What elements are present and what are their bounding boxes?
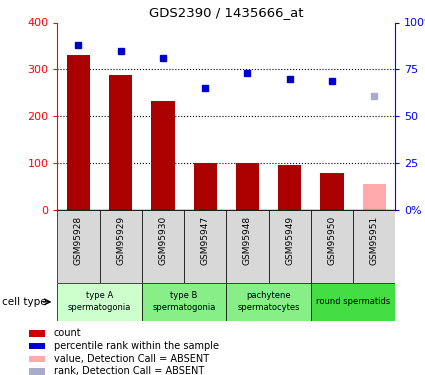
Bar [142, 210, 184, 283]
Text: GSM95951: GSM95951 [370, 216, 379, 265]
Bar [236, 163, 259, 210]
Bar [109, 75, 132, 210]
Text: round spermatids: round spermatids [316, 297, 390, 306]
Text: GSM95950: GSM95950 [327, 216, 337, 265]
Text: GSM95947: GSM95947 [201, 216, 210, 265]
Text: rank, Detection Call = ABSENT: rank, Detection Call = ABSENT [54, 366, 204, 375]
Text: cell type: cell type [2, 297, 47, 307]
Bar [278, 165, 301, 210]
Bar [311, 283, 395, 321]
Title: GDS2390 / 1435666_at: GDS2390 / 1435666_at [149, 6, 303, 18]
Bar [363, 184, 386, 210]
Text: GSM95928: GSM95928 [74, 216, 83, 265]
Bar [320, 173, 343, 210]
Text: type B
spermatogonia: type B spermatogonia [153, 291, 216, 312]
Bar [99, 210, 142, 283]
Bar [57, 283, 142, 321]
Bar [353, 210, 395, 283]
Text: GSM95949: GSM95949 [285, 216, 294, 265]
Bar [57, 210, 99, 283]
Bar [29, 330, 45, 337]
Text: value, Detection Call = ABSENT: value, Detection Call = ABSENT [54, 354, 209, 364]
Text: pachytene
spermatocytes: pachytene spermatocytes [237, 291, 300, 312]
Bar [29, 356, 45, 362]
Bar [193, 163, 217, 210]
Text: GSM95948: GSM95948 [243, 216, 252, 265]
Bar [29, 368, 45, 375]
Text: percentile rank within the sample: percentile rank within the sample [54, 341, 218, 351]
Text: count: count [54, 328, 81, 339]
Bar [151, 101, 175, 210]
Bar [311, 210, 353, 283]
Text: type A
spermatogonia: type A spermatogonia [68, 291, 131, 312]
Text: GSM95929: GSM95929 [116, 216, 125, 265]
Bar [184, 210, 226, 283]
Bar [226, 210, 269, 283]
Bar [67, 56, 90, 210]
Bar [29, 343, 45, 350]
Bar [269, 210, 311, 283]
Bar [226, 283, 311, 321]
Bar [142, 283, 226, 321]
Text: GSM95930: GSM95930 [159, 216, 167, 265]
